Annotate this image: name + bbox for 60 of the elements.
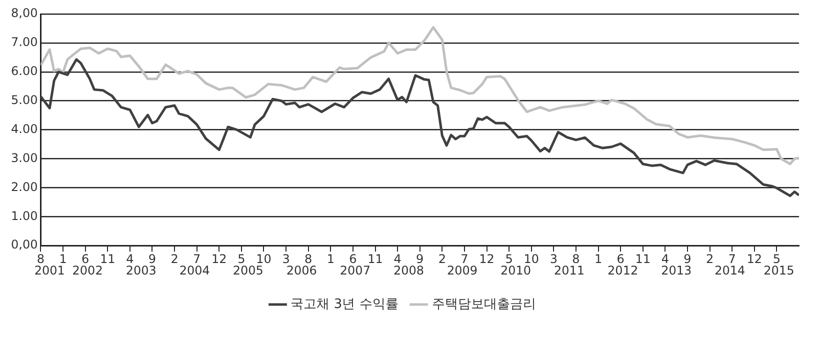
text: 2001 xyxy=(34,264,65,278)
x-tick-label: 5 xyxy=(772,252,781,266)
legend-label: 국고채 3년 수익률 xyxy=(290,296,398,312)
x-tick-label: 4 xyxy=(394,252,402,266)
x-tick-label: 6 xyxy=(82,252,90,266)
x-tick-label: 12 xyxy=(479,252,494,266)
x-tick-label: 7 xyxy=(460,252,468,266)
text: 2011 xyxy=(554,264,585,278)
text: 2005 xyxy=(232,264,264,278)
x-tick-label: 11 xyxy=(635,252,651,266)
x-tick-label: 11 xyxy=(368,252,383,266)
x-tick-label: 1 xyxy=(59,252,67,266)
y-tick-label: 2.00 xyxy=(11,180,38,194)
x-tick-label: 8 xyxy=(36,252,45,266)
x-tick-label: 9 xyxy=(416,252,424,266)
x-tick-label: 7 xyxy=(728,252,736,266)
x-tick-label: 8 xyxy=(572,252,580,266)
legend-label: 주택담보대출금리 xyxy=(432,296,536,312)
text: 2013 xyxy=(661,264,692,278)
y-tick-label: 4.00 xyxy=(11,122,38,136)
x-tick-label: 10 xyxy=(256,252,272,266)
x-tick-label: 5 xyxy=(238,252,246,266)
text: 2006 xyxy=(286,264,317,278)
x-tick-label: 12 xyxy=(211,252,227,266)
text: 2002 xyxy=(72,264,103,278)
x-tick-label: 6 xyxy=(349,252,357,266)
y-tick-label: 7.00 xyxy=(11,35,38,50)
text: 2008 xyxy=(393,264,424,278)
y-tick-label: 6.00 xyxy=(11,64,38,78)
x-tick-label: 4 xyxy=(661,252,670,266)
x-tick-label: 4 xyxy=(126,252,134,266)
x-tick-label: 9 xyxy=(148,252,156,266)
x-tick-label: 12 xyxy=(746,252,762,266)
x-tick-label: 9 xyxy=(684,252,692,266)
x-tick-label: 2 xyxy=(438,252,446,266)
x-tick-label: 2 xyxy=(706,252,714,266)
y-tick-label: 5.00 xyxy=(11,92,38,107)
y-tick-label: 8,00 xyxy=(11,6,38,20)
x-tick-label: 1 xyxy=(594,252,602,266)
x-tick-label: 6 xyxy=(616,252,624,266)
text: 2009 xyxy=(446,264,478,278)
y-tick-label: 0,00 xyxy=(11,238,38,252)
text: 2003 xyxy=(126,264,156,278)
y-tick-label: 1.00 xyxy=(11,208,38,223)
text: 2015 xyxy=(764,264,794,278)
text: 2014 xyxy=(714,264,746,278)
text: 2010 xyxy=(500,264,532,278)
x-tick-label: 1 xyxy=(326,252,334,266)
text: 2012 xyxy=(608,264,638,278)
x-tick-label: 10 xyxy=(524,252,540,266)
x-tick-label: 3 xyxy=(550,252,558,266)
x-tick-label: 3 xyxy=(282,252,290,266)
x-tick-label: 2 xyxy=(170,252,178,266)
y-tick-label: 3.00 xyxy=(11,150,38,165)
text: 2004 xyxy=(179,264,210,278)
text: 2007 xyxy=(340,264,370,278)
x-tick-label: 8 xyxy=(304,252,312,266)
x-tick-label: 11 xyxy=(100,252,116,266)
x-tick-label: 7 xyxy=(193,252,201,266)
x-tick-label: 5 xyxy=(505,252,513,266)
